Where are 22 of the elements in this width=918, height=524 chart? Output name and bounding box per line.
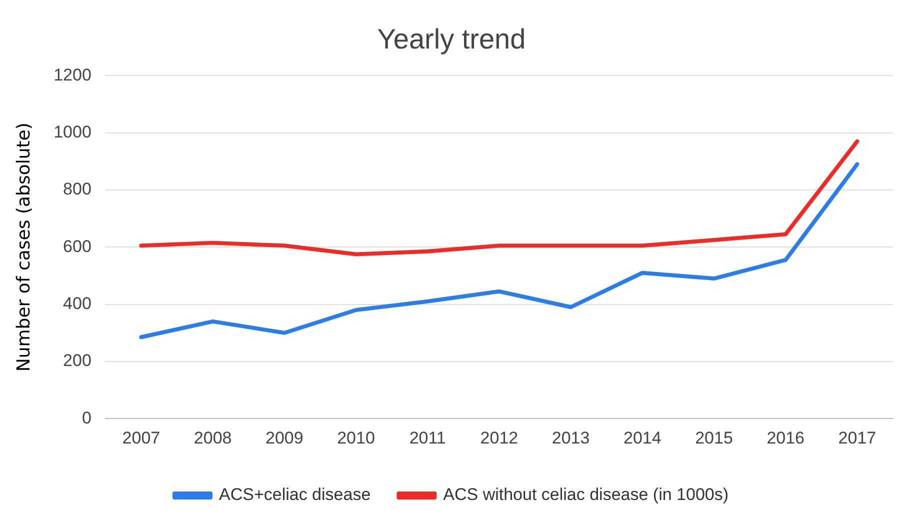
y-tick-label: 1000: [54, 122, 92, 142]
y-axis-title: Number of cases (absolute): [13, 122, 34, 372]
y-tick-label: 0: [82, 408, 92, 428]
x-tick-label: 2016: [766, 428, 805, 448]
legend-label: ACS+celiac disease: [218, 485, 371, 504]
x-tick-label: 2010: [337, 428, 375, 448]
x-tick-label: 2009: [266, 428, 304, 448]
x-tick-label: 2008: [194, 428, 232, 448]
x-tick-label: 2011: [409, 428, 446, 448]
x-tick-label: 2013: [552, 428, 590, 448]
x-tick-label: 2017: [838, 428, 876, 448]
y-tick-label: 200: [63, 351, 92, 370]
y-tick-label: 1200: [54, 65, 92, 84]
chart-title: Yearly trend: [377, 24, 526, 55]
y-tick-label: 800: [63, 180, 92, 199]
x-tick-label: 2007: [122, 428, 160, 448]
legend-label: ACS without celiac disease (in 1000s): [443, 485, 729, 504]
x-tick-label: 2014: [623, 428, 662, 448]
y-tick-label: 400: [63, 294, 92, 313]
x-tick-label: 2012: [480, 428, 518, 448]
y-tick-label: 600: [63, 236, 92, 256]
x-tick-label: 2015: [695, 428, 733, 448]
